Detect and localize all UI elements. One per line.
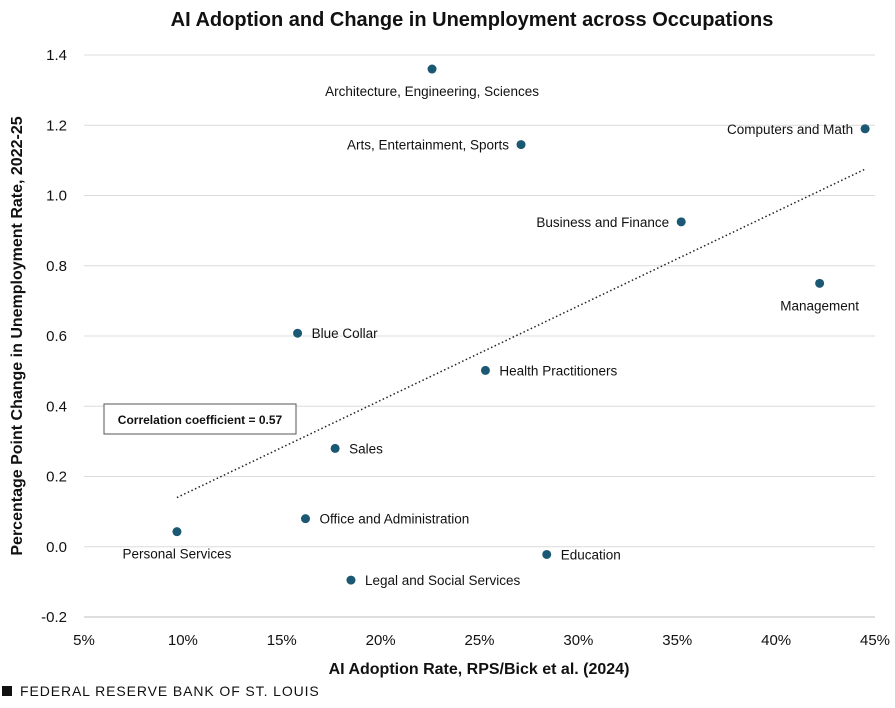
data-point bbox=[676, 217, 686, 227]
y-tick-label: -0.2 bbox=[41, 609, 67, 626]
y-tick-label: 0.4 bbox=[46, 398, 67, 415]
y-tick-labels: -0.2 0.0 0.2 0.4 0.6 0.8 1.0 1.2 1.4 bbox=[41, 47, 67, 626]
data-point-label: Legal and Social Services bbox=[365, 573, 521, 588]
data-point bbox=[293, 328, 303, 338]
data-point-label: Office and Administration bbox=[319, 512, 469, 527]
y-tick-label: 1.0 bbox=[46, 188, 67, 205]
annotation-text: Correlation coefficient = 0.57 bbox=[118, 413, 283, 427]
x-axis-title: AI Adoption Rate, RPS/Bick et al. (2024) bbox=[329, 661, 630, 678]
x-tick-label: 10% bbox=[168, 632, 198, 649]
y-tick-label: 0.8 bbox=[46, 258, 67, 275]
data-point bbox=[346, 575, 356, 585]
data-point-label: Health Practitioners bbox=[499, 363, 617, 378]
correlation-annotation: Correlation coefficient = 0.57 bbox=[103, 403, 297, 435]
x-tick-label: 30% bbox=[563, 632, 593, 649]
data-point-label: Blue Collar bbox=[312, 326, 379, 341]
data-point bbox=[427, 64, 437, 74]
data-point bbox=[300, 514, 310, 524]
trend-layer bbox=[176, 168, 866, 499]
data-point-label: Personal Services bbox=[123, 547, 232, 562]
x-tick-label: 35% bbox=[662, 632, 692, 649]
y-tick-label: 0.0 bbox=[46, 539, 67, 556]
x-tick-label: 5% bbox=[73, 632, 95, 649]
y-tick-label: 0.6 bbox=[46, 328, 67, 345]
data-point-label: Management bbox=[780, 298, 859, 313]
x-tick-label: 15% bbox=[267, 632, 297, 649]
data-point-label: Sales bbox=[349, 441, 383, 456]
y-tick-label: 1.4 bbox=[46, 47, 67, 64]
data-point bbox=[516, 140, 526, 150]
data-point-label: Computers and Math bbox=[727, 122, 853, 137]
y-axis-title: Percentage Point Change in Unemployment … bbox=[9, 116, 26, 555]
data-point-label: Architecture, Engineering, Sciences bbox=[325, 84, 539, 99]
x-tick-label: 25% bbox=[464, 632, 494, 649]
data-point bbox=[330, 443, 340, 453]
y-tick-label: 0.2 bbox=[46, 469, 67, 486]
chart-title: AI Adoption and Change in Unemployment a… bbox=[171, 9, 774, 31]
data-point-label: Education bbox=[561, 547, 621, 562]
data-point-label: Arts, Entertainment, Sports bbox=[347, 138, 509, 153]
data-point bbox=[860, 124, 870, 134]
footer-source: FEDERAL RESERVE BANK OF ST. LOUIS bbox=[20, 683, 320, 699]
x-tick-label: 40% bbox=[761, 632, 791, 649]
data-point bbox=[542, 549, 552, 559]
data-points: Architecture, Engineering, Sciences Compu… bbox=[123, 64, 870, 588]
data-point-label: Business and Finance bbox=[536, 215, 669, 230]
data-point bbox=[172, 527, 182, 537]
trend-line bbox=[176, 168, 866, 499]
footer-square-icon bbox=[2, 686, 12, 696]
data-point bbox=[815, 278, 825, 288]
x-tick-label: 45% bbox=[860, 632, 890, 649]
x-tick-label: 20% bbox=[366, 632, 396, 649]
x-tick-labels: 5% 10% 15% 20% 25% 30% 35% 40% 45% bbox=[73, 632, 890, 649]
annotation-box bbox=[103, 403, 297, 435]
y-tick-label: 1.2 bbox=[46, 117, 67, 134]
data-point bbox=[480, 365, 490, 375]
